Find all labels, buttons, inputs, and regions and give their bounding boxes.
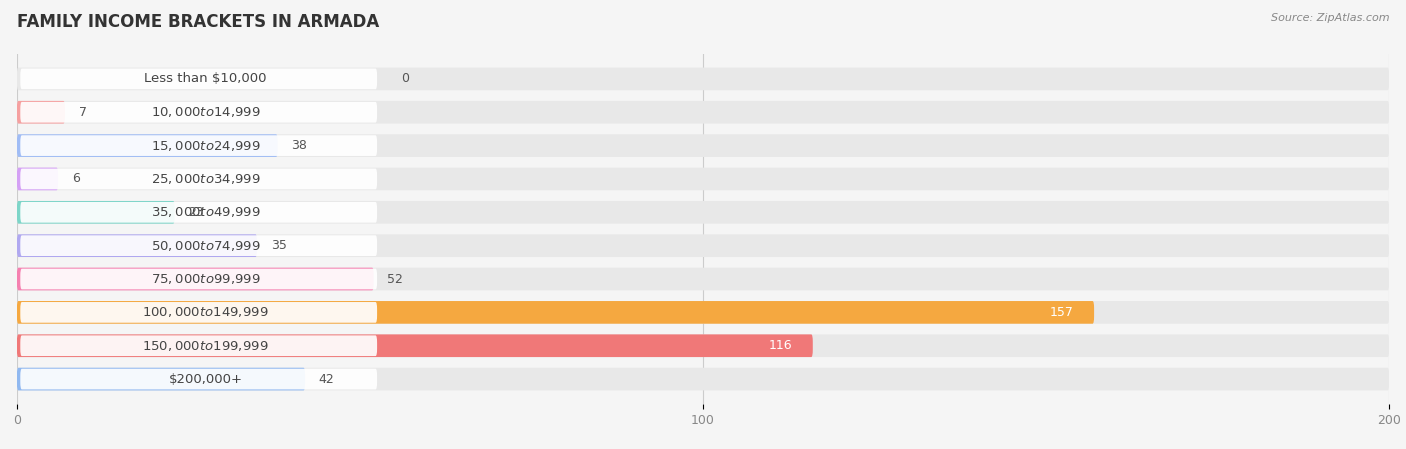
FancyBboxPatch shape	[17, 234, 257, 257]
FancyBboxPatch shape	[17, 268, 1389, 291]
FancyBboxPatch shape	[20, 335, 377, 356]
Text: $25,000 to $34,999: $25,000 to $34,999	[150, 172, 260, 186]
Text: $75,000 to $99,999: $75,000 to $99,999	[150, 272, 260, 286]
Text: $35,000 to $49,999: $35,000 to $49,999	[150, 205, 260, 219]
Text: $50,000 to $74,999: $50,000 to $74,999	[150, 239, 260, 253]
Text: FAMILY INCOME BRACKETS IN ARMADA: FAMILY INCOME BRACKETS IN ARMADA	[17, 13, 380, 31]
Text: 23: 23	[188, 206, 204, 219]
FancyBboxPatch shape	[17, 335, 1389, 357]
FancyBboxPatch shape	[20, 302, 377, 323]
FancyBboxPatch shape	[17, 268, 374, 291]
FancyBboxPatch shape	[17, 301, 1094, 324]
FancyBboxPatch shape	[20, 369, 377, 389]
FancyBboxPatch shape	[20, 69, 377, 89]
FancyBboxPatch shape	[17, 167, 1389, 190]
FancyBboxPatch shape	[20, 269, 377, 289]
FancyBboxPatch shape	[20, 102, 377, 123]
Text: 52: 52	[388, 273, 404, 286]
FancyBboxPatch shape	[17, 134, 1389, 157]
Text: 157: 157	[1050, 306, 1074, 319]
FancyBboxPatch shape	[20, 169, 377, 189]
FancyBboxPatch shape	[17, 101, 1389, 123]
FancyBboxPatch shape	[17, 368, 1389, 391]
Text: 7: 7	[79, 106, 87, 119]
Text: $200,000+: $200,000+	[169, 373, 243, 386]
FancyBboxPatch shape	[17, 201, 174, 224]
Text: 42: 42	[319, 373, 335, 386]
Text: $10,000 to $14,999: $10,000 to $14,999	[150, 105, 260, 119]
FancyBboxPatch shape	[17, 201, 1389, 224]
FancyBboxPatch shape	[20, 235, 377, 256]
FancyBboxPatch shape	[17, 368, 305, 391]
Text: 0: 0	[401, 72, 409, 85]
FancyBboxPatch shape	[17, 234, 1389, 257]
FancyBboxPatch shape	[20, 202, 377, 223]
Text: $15,000 to $24,999: $15,000 to $24,999	[150, 139, 260, 153]
Text: Less than $10,000: Less than $10,000	[145, 72, 267, 85]
FancyBboxPatch shape	[17, 335, 813, 357]
Text: 6: 6	[72, 172, 80, 185]
FancyBboxPatch shape	[17, 67, 1389, 90]
FancyBboxPatch shape	[17, 167, 58, 190]
FancyBboxPatch shape	[20, 135, 377, 156]
Text: $100,000 to $149,999: $100,000 to $149,999	[142, 305, 269, 319]
Text: 116: 116	[769, 339, 792, 352]
FancyBboxPatch shape	[17, 134, 277, 157]
FancyBboxPatch shape	[17, 301, 1389, 324]
Text: $150,000 to $199,999: $150,000 to $199,999	[142, 339, 269, 353]
Text: 35: 35	[271, 239, 287, 252]
Text: Source: ZipAtlas.com: Source: ZipAtlas.com	[1271, 13, 1389, 23]
FancyBboxPatch shape	[17, 101, 65, 123]
Text: 38: 38	[291, 139, 307, 152]
